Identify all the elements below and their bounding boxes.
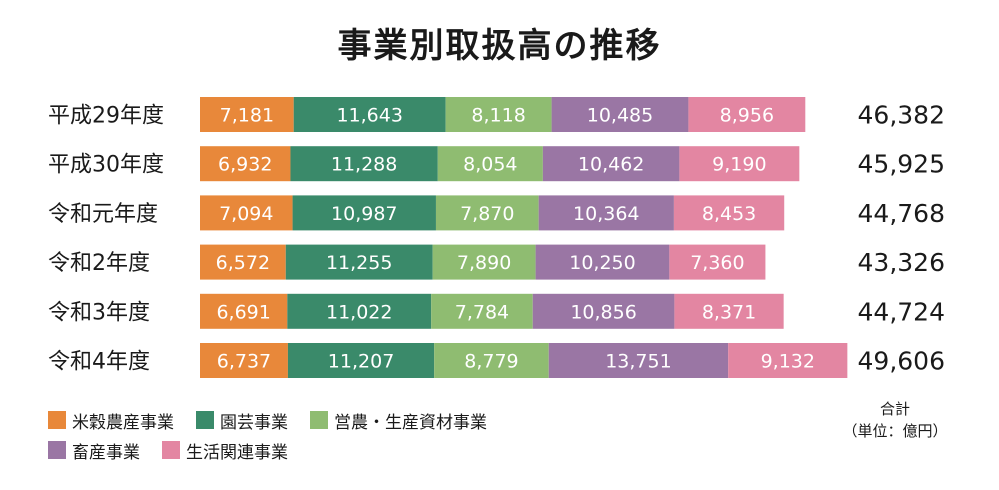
bar-value-label: 11,207 [328, 351, 394, 373]
bar-segment [292, 195, 436, 231]
bar-value-label: 6,737 [217, 351, 271, 373]
bar-segment [551, 97, 689, 132]
category-label: 平成29年度 [48, 104, 164, 129]
bar-value-label: 8,956 [720, 105, 774, 127]
bar-segment [200, 293, 288, 329]
bar-value-label: 7,890 [457, 252, 511, 274]
bar-value-label: 8,453 [702, 203, 756, 225]
bar-segment [200, 195, 293, 231]
legend-swatch-rice [48, 411, 66, 429]
bar-segment [293, 97, 446, 132]
total-value-label: 44,724 [858, 297, 945, 326]
legend-label-farming-materials: 営農・生産資材事業 [334, 412, 487, 433]
bar-segment [200, 343, 288, 378]
legend-swatch-farming-materials [310, 411, 328, 429]
total-value-label: 43,326 [858, 248, 945, 277]
bar-value-label: 8,118 [471, 105, 525, 127]
bar-value-label: 11,022 [326, 301, 392, 323]
bar-value-label: 9,190 [712, 154, 766, 176]
bar-segment [435, 195, 539, 231]
bar-value-label: 8,779 [464, 351, 518, 373]
legend-label-livestock: 畜産事業 [72, 442, 140, 463]
bar-value-label: 7,181 [220, 105, 274, 127]
bar-segment [200, 244, 286, 280]
bar-segment [445, 97, 552, 132]
bar-value-label: 9,132 [761, 351, 815, 373]
legend-label-rice: 米穀農産事業 [72, 412, 174, 433]
chart-title: 事業別取扱高の推移 [337, 26, 662, 66]
bar-segment [538, 195, 674, 231]
unit-note: 合計 （単位：億円） [830, 398, 960, 442]
legend: 米穀農産事業 園芸事業 営農・生産資材事業 畜産事業 生活関連事業 [48, 405, 509, 465]
category-label: 令和元年度 [48, 202, 158, 227]
bar-value-label: 10,856 [570, 301, 636, 323]
bar-value-label: 7,870 [460, 203, 514, 225]
bar-segment [285, 244, 433, 280]
legend-row-1: 米穀農産事業 園芸事業 営農・生産資材事業 [48, 405, 509, 435]
bar-segment [432, 244, 536, 280]
category-label: 平成30年度 [48, 153, 164, 178]
bar-value-label: 10,462 [578, 154, 644, 176]
bar-value-label: 6,572 [216, 252, 270, 274]
bar-value-label: 8,054 [463, 154, 517, 176]
bar-value-label: 11,643 [336, 105, 402, 127]
legend-item-living: 生活関連事業 [162, 438, 288, 463]
total-value-label: 45,925 [858, 150, 945, 179]
legend-swatch-horticulture [196, 411, 214, 429]
category-label: 令和3年度 [48, 300, 150, 325]
bar-segment [679, 146, 800, 182]
legend-swatch-livestock [48, 441, 66, 459]
bar-segment [437, 146, 543, 182]
bar-value-label: 10,987 [331, 203, 397, 225]
bar-segment [728, 343, 848, 378]
bar-value-label: 10,485 [587, 105, 653, 127]
bar-segment [674, 293, 784, 329]
category-label: 令和4年度 [48, 350, 150, 375]
bar-segment [688, 97, 806, 132]
bar-segment [673, 195, 785, 231]
total-value-label: 46,382 [858, 101, 945, 130]
bar-segment [434, 343, 549, 378]
bar-segment [548, 343, 729, 378]
bar-value-label: 10,364 [573, 203, 639, 225]
bar-value-label: 7,784 [455, 301, 509, 323]
bar-segment [287, 293, 432, 329]
legend-item-farming-materials: 営農・生産資材事業 [310, 408, 487, 433]
legend-swatch-living [162, 441, 180, 459]
total-value-label: 49,606 [858, 347, 945, 376]
bar-value-label: 11,255 [326, 252, 392, 274]
unit-label: （単位：億円） [842, 422, 948, 440]
bar-value-label: 7,360 [690, 252, 744, 274]
bar-value-label: 6,691 [216, 301, 270, 323]
bar-value-label: 13,751 [605, 351, 671, 373]
bar-value-label: 6,932 [218, 154, 272, 176]
bar-value-label: 7,094 [219, 203, 273, 225]
bar-segment [200, 97, 294, 132]
legend-row-2: 畜産事業 生活関連事業 [48, 435, 509, 465]
bar-segment [535, 244, 670, 280]
bar-value-label: 10,250 [569, 252, 635, 274]
legend-label-horticulture: 園芸事業 [220, 412, 288, 433]
legend-item-rice: 米穀農産事業 [48, 408, 174, 433]
bar-segment [200, 146, 291, 182]
legend-label-living: 生活関連事業 [186, 442, 288, 463]
legend-item-livestock: 畜産事業 [48, 438, 140, 463]
bar-value-label: 8,371 [702, 301, 756, 323]
bar-segment [287, 343, 435, 378]
stacked-bar-chart: 平成29年度 7,181 11,643 8,118 10,485 8,956 46,382 平… [48, 97, 945, 378]
bar-segment [290, 146, 438, 182]
bar-segment [542, 146, 680, 182]
bar-value-label: 11,288 [331, 154, 397, 176]
total-value-label: 44,768 [858, 199, 945, 228]
bar-segment [669, 244, 766, 280]
bar-segment [532, 293, 675, 329]
legend-item-horticulture: 園芸事業 [196, 408, 288, 433]
total-label: 合計 [879, 400, 910, 418]
category-label: 令和2年度 [48, 251, 150, 276]
bar-segment [431, 293, 533, 329]
